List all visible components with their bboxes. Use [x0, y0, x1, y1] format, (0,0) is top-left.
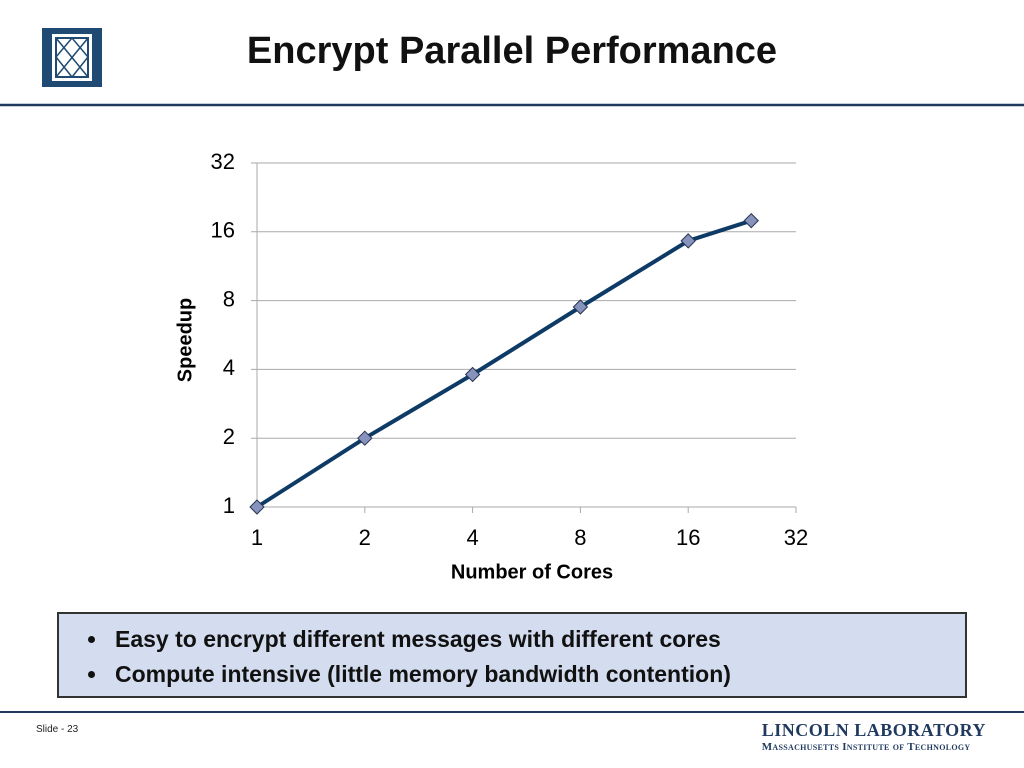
marker — [680, 233, 696, 249]
slide-title: Encrypt Parallel Performance — [246, 30, 778, 72]
y-tick-label: 4 — [223, 355, 235, 380]
y-axis-label: Speedup — [174, 298, 196, 382]
x-tick-label: 1 — [251, 525, 263, 550]
x-tick-label: 16 — [676, 525, 700, 550]
y-tick-label: 1 — [223, 493, 235, 518]
organization: LINCOLN LABORATORY Massachusetts Institu… — [762, 720, 986, 753]
bullet: Easy to encrypt different messages with … — [109, 622, 965, 657]
y-tick-label: 16 — [211, 218, 235, 243]
org-name: LINCOLN LABORATORY — [761, 720, 986, 740]
org-subname: Massachusetts Institute of Technology — [761, 741, 971, 753]
marker — [572, 299, 589, 315]
y-tick-label: 8 — [223, 286, 235, 311]
line — [255, 218, 752, 509]
marker — [249, 499, 265, 515]
marker — [743, 212, 759, 229]
logo — [42, 28, 102, 87]
x-tick-label: 2 — [359, 525, 371, 550]
slide-number: Slide - 23 — [36, 724, 79, 735]
bullet: Compute intensive (little memory bandwid… — [109, 657, 965, 692]
x-tick-label: 32 — [784, 525, 808, 550]
x-tick-label: 8 — [574, 525, 586, 550]
x-tick-label: 4 — [466, 525, 478, 550]
y-tick-label: 2 — [223, 424, 235, 449]
marker — [464, 366, 481, 383]
x-axis-label: Number of Cores — [451, 561, 613, 583]
marker — [357, 430, 373, 446]
y-tick-label: 32 — [211, 149, 235, 174]
bullet-box: Easy to encrypt different messages with … — [57, 612, 967, 698]
